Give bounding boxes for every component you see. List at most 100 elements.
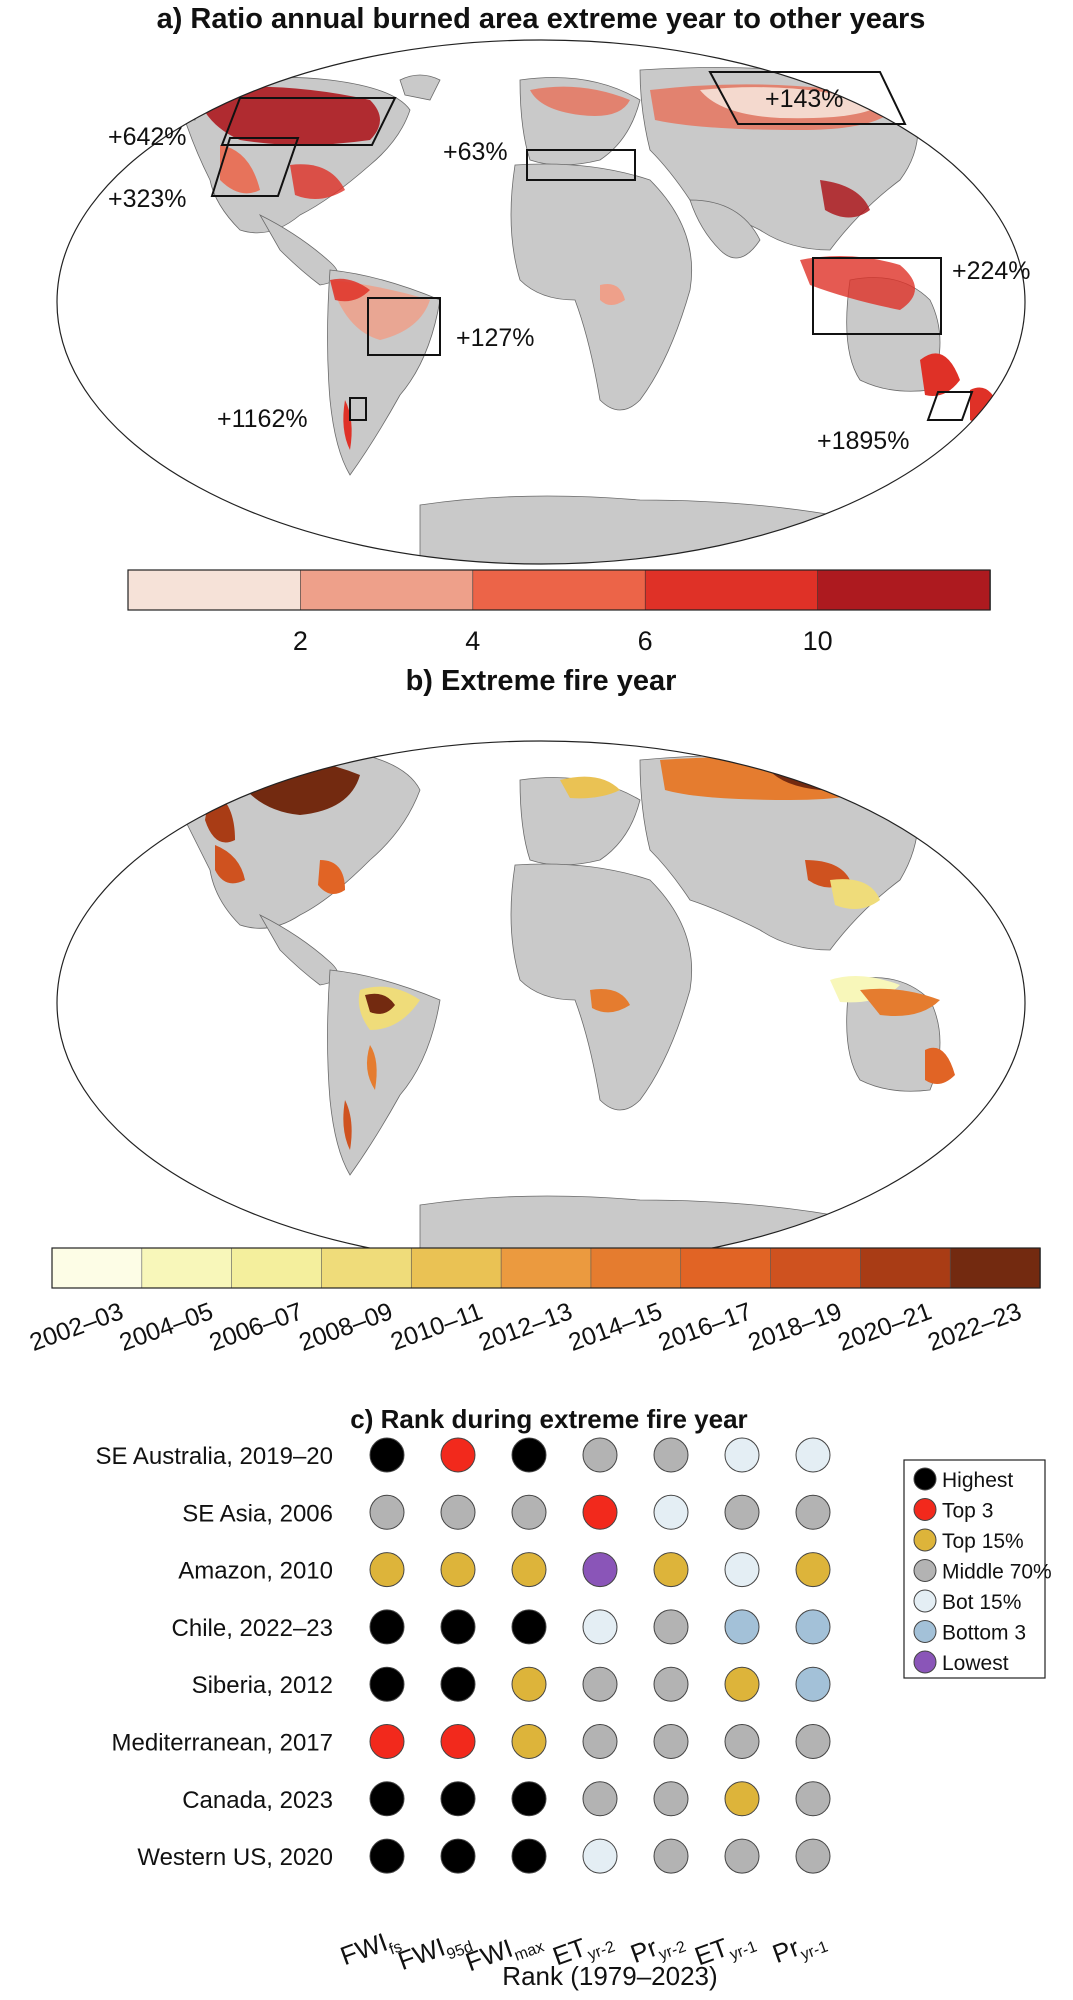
rank-row: Siberia, 2012: [192, 1666, 831, 1702]
box-se-asia: [812, 257, 942, 335]
rank-dot: [511, 1552, 547, 1588]
colorbar-b-tick-6: 2014–15: [565, 1297, 666, 1357]
box-canada: [220, 97, 397, 146]
legend-item: Highest: [913, 1467, 1013, 1492]
rank-dot: [653, 1494, 689, 1530]
rank-dot: [795, 1552, 831, 1588]
rank-dot: [369, 1437, 405, 1473]
rank-dot: [582, 1724, 618, 1759]
rank-row-label: Amazon, 2010: [178, 1558, 333, 1585]
rank-row-label: SE Australia, 2019–20: [95, 1443, 333, 1470]
rank-dot: [653, 1609, 689, 1645]
colorbar-b-tick-8: 2018–19: [744, 1297, 845, 1357]
colorbar-b-tick-3: 2008–09: [295, 1297, 396, 1357]
rank-row: Canada, 2023: [182, 1781, 831, 1817]
panel-a: a) Ratio annual burned area extreme year…: [56, 3, 1031, 656]
legend-label: Bot 15%: [942, 1591, 1021, 1614]
rank-column-label: Pryr-1: [768, 1922, 830, 1972]
rank-row: SE Asia, 2006: [182, 1494, 831, 1530]
rank-dot: [582, 1609, 618, 1645]
rank-row: Mediterranean, 2017: [112, 1724, 831, 1759]
rank-dot: [440, 1838, 476, 1874]
rank-dot: [511, 1781, 547, 1817]
rank-dot: [724, 1437, 760, 1473]
annotation-mediterranean: +63%: [443, 138, 508, 166]
box-amazon: [367, 297, 441, 356]
rank-row: Amazon, 2010: [178, 1552, 831, 1588]
panel-a-region-boxes: [210, 71, 974, 421]
rank-dot: [724, 1724, 760, 1759]
rank-dot: [511, 1494, 547, 1530]
colorbar-a: 2 4 6 10: [127, 569, 991, 656]
legend-label: Highest: [942, 1469, 1013, 1492]
legend-item: Lowest: [913, 1650, 1009, 1675]
colorbar-a-tick-2: 6: [638, 626, 653, 656]
rank-dot: [653, 1724, 689, 1759]
rank-dot: [653, 1437, 689, 1473]
annotation-chile: +1162%: [217, 405, 308, 433]
rank-dot: [440, 1609, 476, 1645]
colorbar-a-cell-3: [644, 569, 819, 611]
rank-dot: [795, 1724, 831, 1759]
rank-dot: [369, 1552, 405, 1588]
rank-dot: [795, 1666, 831, 1702]
colorbar-b-tick-0: 2002–03: [26, 1297, 127, 1357]
legend-label: Top 3: [942, 1500, 993, 1523]
rank-row-label: Siberia, 2012: [192, 1672, 333, 1699]
rank-row: Chile, 2022–23: [172, 1609, 831, 1645]
rank-dot: [724, 1609, 760, 1645]
colorbar-b-cell-9: [860, 1247, 951, 1289]
rank-dot: [795, 1781, 831, 1817]
colorbar-b-tick-4: 2010–11: [387, 1297, 486, 1356]
colorbar-a-tick-1: 4: [465, 626, 480, 656]
colorbar-a-cell-0: [127, 569, 302, 611]
rank-dot: [724, 1552, 760, 1588]
legend-swatch: [913, 1620, 937, 1643]
colorbar-b-tick-5: 2012–13: [475, 1297, 576, 1357]
colorbar-b-tick-2: 2006–07: [206, 1297, 307, 1357]
rank-row-label: Canada, 2023: [182, 1787, 333, 1814]
colorbar-b-cell-7: [680, 1247, 772, 1289]
legend-swatch: [913, 1528, 937, 1552]
annotation-se-asia: +224%: [952, 257, 1031, 285]
legend-item: Bot 15%: [913, 1589, 1021, 1614]
panel-a-map-outline: [56, 39, 1026, 565]
box-western-us: [210, 137, 300, 197]
colorbar-b: 2002–032004–052006–072008–092010–112012–…: [26, 1247, 1041, 1357]
rank-legend: Highest Top 3 Top 15% Middle 70% Bot 15% Bott…: [903, 1459, 1052, 1679]
rank-dot: [582, 1552, 618, 1588]
panel-a-title: a) Ratio annual burned area extreme year…: [157, 3, 926, 35]
panel-a-annotations: +642% +323% +63% +143% +224% +127% +1162…: [108, 85, 1031, 455]
legend-item: Bottom 3: [913, 1620, 1026, 1645]
colorbar-b-cell-10: [949, 1247, 1041, 1289]
rank-row: Western US, 2020: [137, 1838, 831, 1874]
rank-row: SE Australia, 2019–20: [95, 1437, 831, 1473]
rank-dot: [511, 1609, 547, 1645]
colorbar-b-tick-1: 2004–05: [116, 1297, 217, 1357]
colorbar-b-cell-5: [500, 1247, 592, 1289]
rank-row-label: SE Asia, 2006: [182, 1500, 333, 1527]
legend-item: Top 3: [913, 1498, 993, 1523]
rank-dot: [440, 1781, 476, 1817]
colorbar-a-cell-2: [472, 569, 646, 611]
panel-b-map: [57, 741, 1025, 1265]
rank-dot: [440, 1494, 476, 1530]
box-se-australia: [926, 391, 974, 421]
colorbar-b-tick-9: 2020–21: [834, 1297, 935, 1357]
box-siberia: [708, 71, 907, 125]
rank-dot: [582, 1838, 618, 1874]
rank-dot: [440, 1666, 476, 1702]
colorbar-a-tick-0: 2: [293, 626, 308, 656]
rank-dot: [724, 1494, 760, 1530]
panel-a-burned: [195, 84, 1000, 450]
legend-swatch: [913, 1589, 937, 1613]
colorbar-b-cell-0: [51, 1247, 143, 1289]
colorbar-b-cell-4: [410, 1247, 502, 1289]
annotation-siberia: +143%: [765, 85, 844, 113]
rank-dot: [795, 1838, 831, 1874]
rank-dot: [440, 1552, 476, 1588]
rank-dot: [511, 1437, 547, 1473]
annotation-amazon: +127%: [456, 324, 535, 352]
rank-dot: [369, 1494, 405, 1530]
